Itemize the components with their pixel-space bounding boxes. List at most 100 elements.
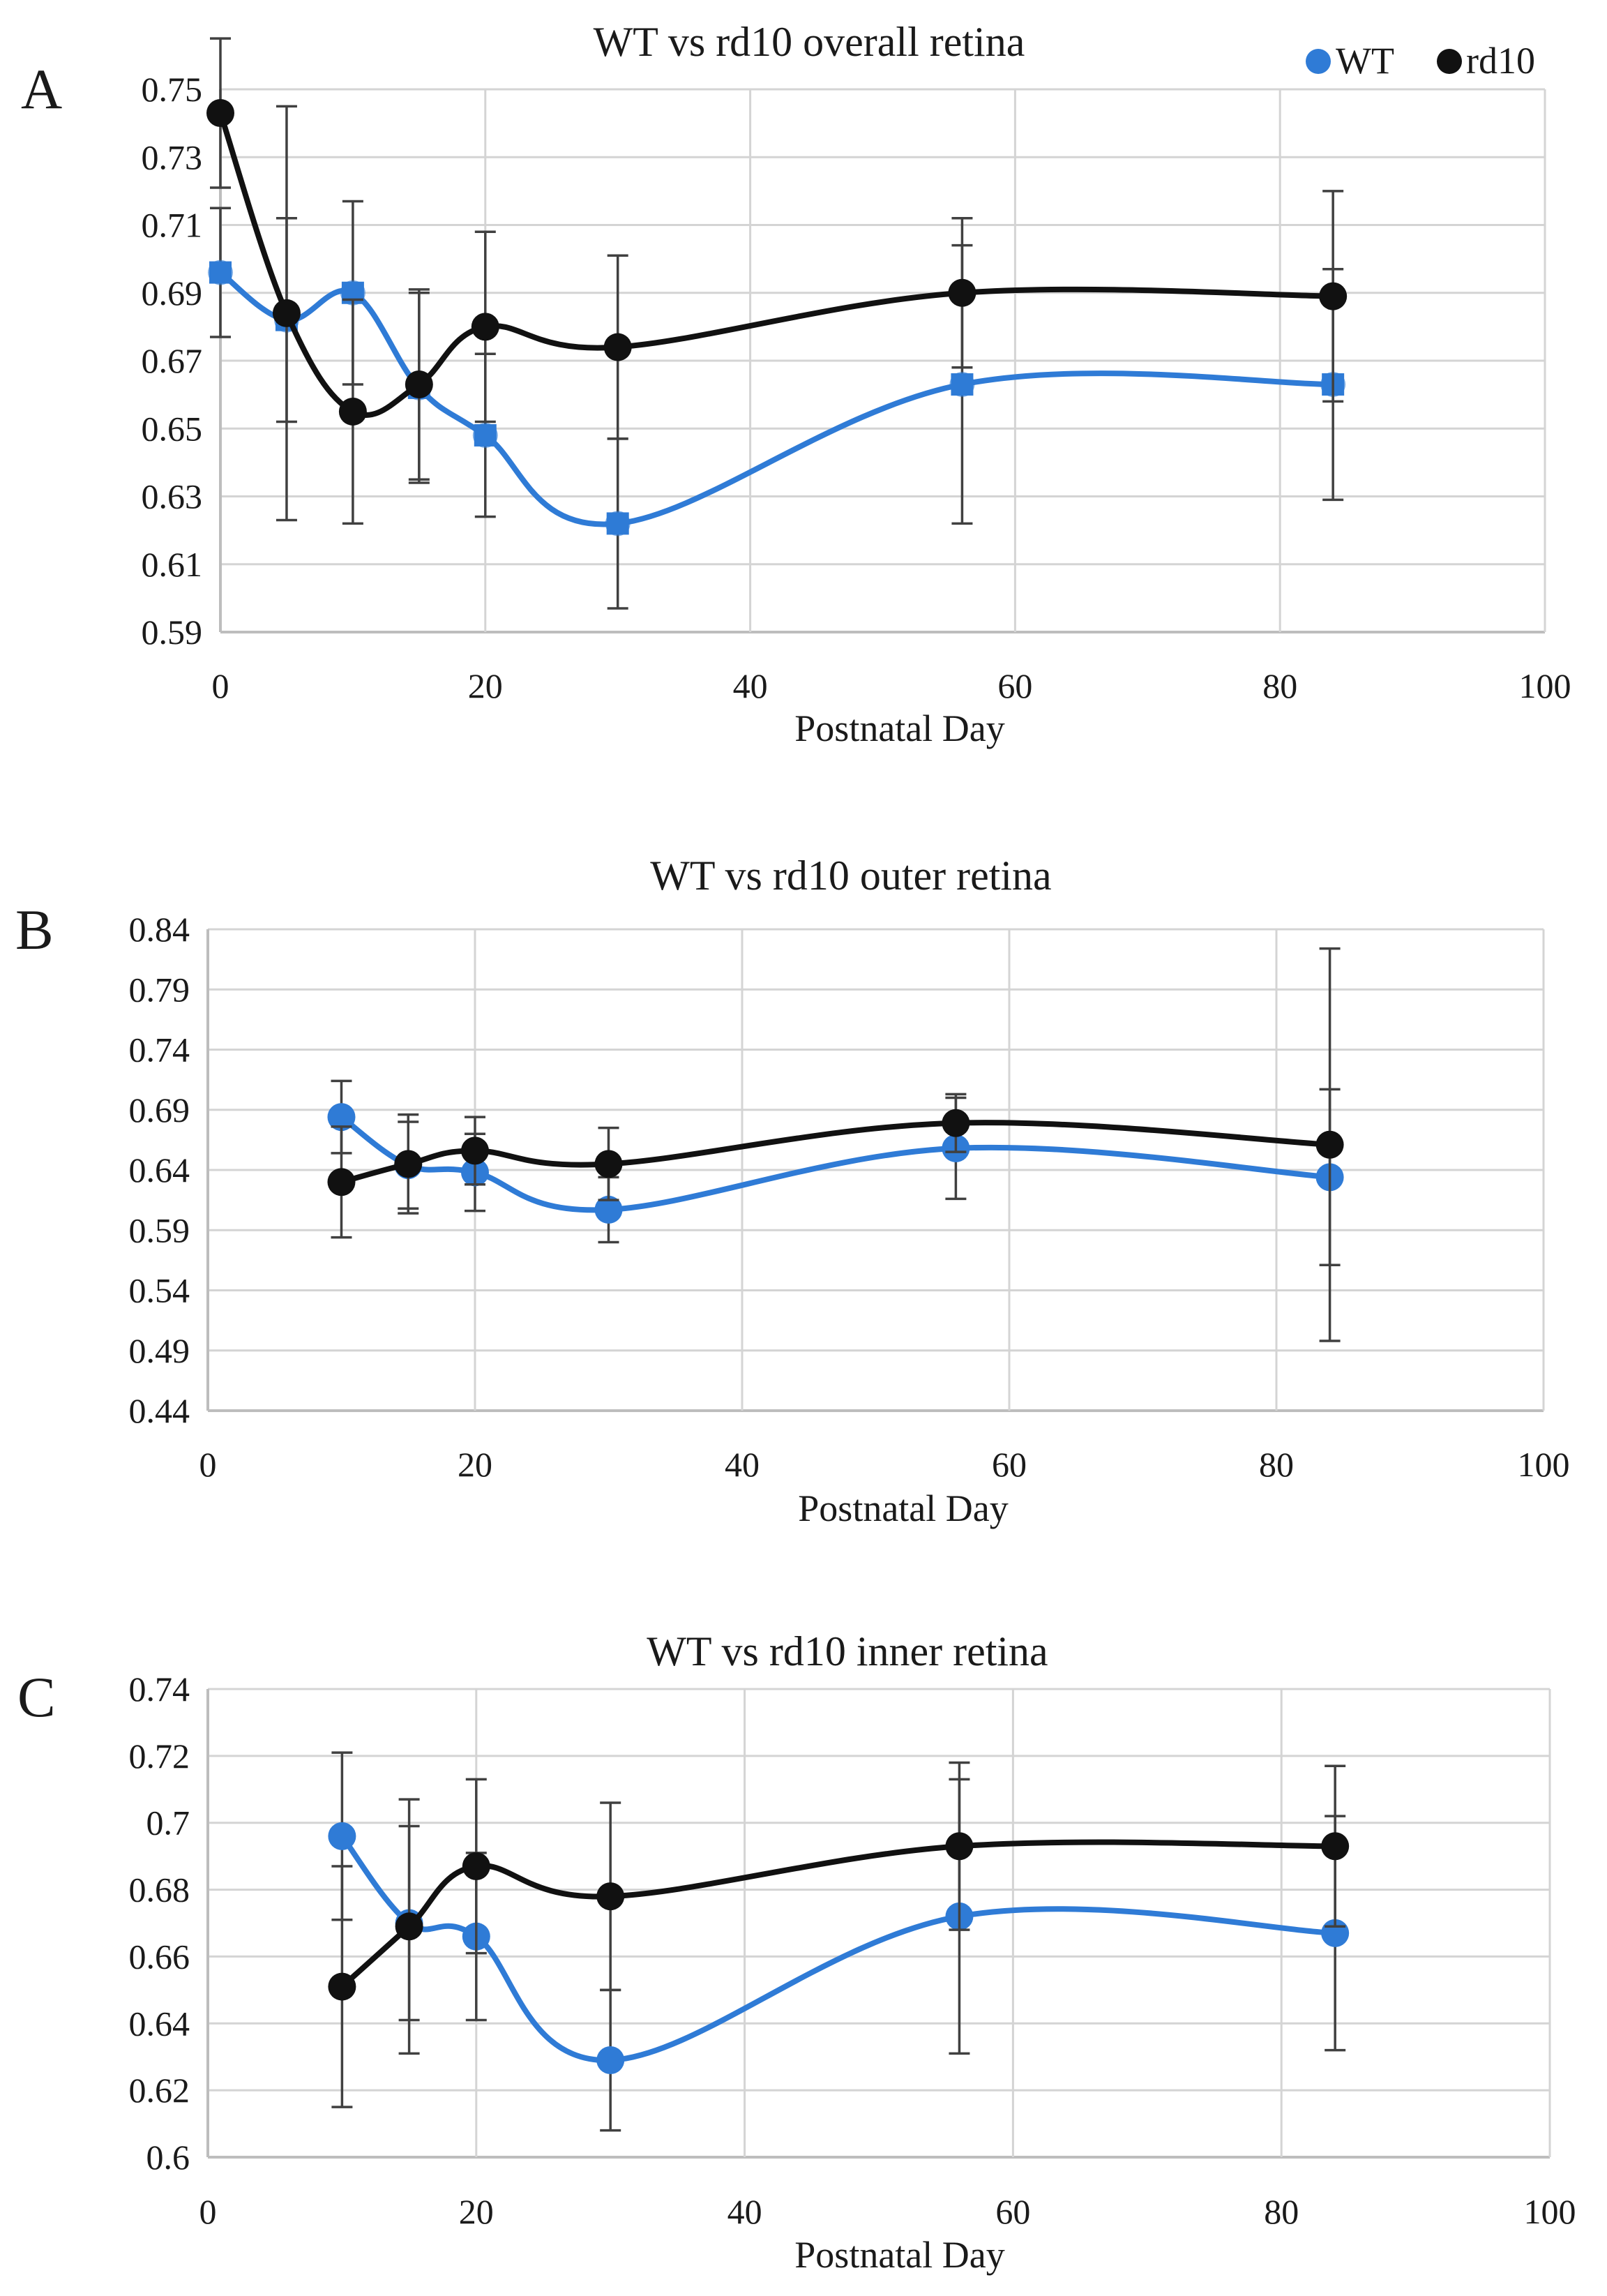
x-tick-label-a: 60 bbox=[997, 666, 1032, 705]
series-rd10-c bbox=[328, 1761, 1350, 2108]
series-rd10-a bbox=[206, 37, 1348, 525]
data-point-rd10-c bbox=[395, 1912, 423, 1941]
series-wt-a bbox=[208, 200, 1346, 610]
x-axis-label-c: Postnatal Day bbox=[794, 2234, 1004, 2276]
data-point-rd10-b bbox=[327, 1168, 356, 1196]
data-point-rd10-a bbox=[948, 278, 976, 307]
x-tick-label-b: 40 bbox=[725, 1445, 760, 1484]
series-line-wt-a bbox=[218, 269, 1336, 527]
y-tick-label-b: 0.69 bbox=[129, 1090, 190, 1130]
y-tick-label-b: 0.54 bbox=[129, 1271, 190, 1310]
y-tick-label-a: 0.73 bbox=[142, 137, 203, 177]
legend-marker-wt bbox=[1306, 49, 1331, 74]
y-tick-label-a: 0.75 bbox=[142, 70, 203, 109]
data-point-rd10-a bbox=[206, 99, 234, 128]
y-tick-label-b: 0.59 bbox=[129, 1210, 190, 1250]
y-tick-label-c: 0.7 bbox=[146, 1803, 190, 1843]
data-point-rd10-c bbox=[328, 1972, 356, 2001]
chart-title-a: WT vs rd10 overall retina bbox=[594, 19, 1025, 65]
data-point-halo-wt-a bbox=[472, 422, 498, 448]
panel-c: C WT vs rd10 inner retina 0.6 0.62 0.64 0.6… bbox=[17, 1628, 1576, 2276]
y-tick-label-b: 0.44 bbox=[129, 1391, 190, 1430]
panel-b: B WT vs rd10 outer retina 0.44 0.49 0.54 0.… bbox=[15, 853, 1570, 1529]
x-tick-label-c: 60 bbox=[995, 2192, 1030, 2231]
legend-label-rd10: rd10 bbox=[1466, 40, 1535, 82]
x-tick-label-b: 20 bbox=[458, 1445, 492, 1484]
data-point-rd10-b bbox=[942, 1109, 970, 1137]
data-point-halo-wt-a bbox=[208, 260, 233, 285]
data-point-rd10-c bbox=[1321, 1832, 1350, 1861]
x-tick-label-c: 0 bbox=[199, 2192, 217, 2231]
y-tick-label-b: 0.49 bbox=[129, 1331, 190, 1370]
y-tick-label-b: 0.79 bbox=[129, 970, 190, 1009]
data-point-rd10-a bbox=[1319, 282, 1348, 310]
x-tick-label-c: 40 bbox=[727, 2192, 762, 2231]
y-tick-label-c: 0.68 bbox=[129, 1870, 190, 1909]
data-point-rd10-b bbox=[461, 1136, 489, 1165]
x-tick-label-a: 80 bbox=[1262, 666, 1297, 705]
x-axis-label-b: Postnatal Day bbox=[798, 1487, 1008, 1529]
y-tick-label-c: 0.72 bbox=[129, 1736, 190, 1776]
data-point-rd10-c bbox=[596, 1882, 625, 1911]
panel-letter-c: C bbox=[17, 1665, 56, 1729]
y-tick-label-c: 0.74 bbox=[129, 1670, 190, 1709]
chart-title-b: WT vs rd10 outer retina bbox=[650, 853, 1051, 899]
data-point-halo-wt-a bbox=[605, 511, 631, 537]
panel-a: A WT vs rd10 overall retina 0.59 0.61 0.63… bbox=[21, 19, 1571, 749]
legend: WT rd10 bbox=[1306, 40, 1535, 82]
y-tick-label-b: 0.74 bbox=[129, 1030, 190, 1070]
y-tick-label-c: 0.62 bbox=[129, 2071, 190, 2110]
legend-marker-rd10 bbox=[1437, 49, 1462, 74]
data-point-wt-c bbox=[596, 2046, 625, 2075]
legend-label-wt: WT bbox=[1336, 40, 1394, 82]
y-tick-label-c: 0.66 bbox=[129, 1937, 190, 1976]
x-tick-label-c: 100 bbox=[1524, 2192, 1576, 2231]
x-tick-label-b: 100 bbox=[1518, 1445, 1570, 1484]
series-line-rd10-a bbox=[218, 110, 1336, 418]
panel-letter-a: A bbox=[21, 57, 62, 121]
data-point-rd10-b bbox=[594, 1150, 623, 1178]
series-line-rd10-b bbox=[338, 1120, 1333, 1185]
x-tick-label-a: 20 bbox=[468, 666, 503, 705]
data-point-rd10-b bbox=[394, 1150, 423, 1178]
series-wt-b bbox=[327, 1079, 1344, 1267]
y-tick-label-c: 0.6 bbox=[146, 2138, 190, 2177]
y-tick-label-b: 0.64 bbox=[129, 1150, 190, 1190]
y-tick-label-a: 0.69 bbox=[142, 273, 203, 313]
chart-title-c: WT vs rd10 inner retina bbox=[647, 1628, 1048, 1674]
y-tick-label-c: 0.64 bbox=[129, 2004, 190, 2043]
y-tick-label-a: 0.65 bbox=[142, 409, 203, 448]
data-point-halo-wt-a bbox=[949, 372, 975, 398]
series-line-wt-c bbox=[339, 1833, 1338, 2064]
y-tick-label-a: 0.61 bbox=[142, 545, 203, 584]
data-point-rd10-c bbox=[462, 1852, 490, 1881]
x-tick-label-b: 60 bbox=[992, 1445, 1027, 1484]
data-point-wt-b bbox=[594, 1195, 623, 1224]
data-point-rd10-a bbox=[471, 313, 499, 341]
y-tick-label-a: 0.71 bbox=[142, 206, 203, 245]
series-wt-c bbox=[328, 1751, 1350, 2132]
data-point-rd10-c bbox=[945, 1832, 974, 1861]
x-axis-label-a: Postnatal Day bbox=[794, 707, 1004, 749]
data-point-rd10-a bbox=[272, 299, 301, 327]
x-tick-label-b: 0 bbox=[199, 1445, 217, 1484]
data-point-rd10-a bbox=[338, 397, 367, 426]
x-tick-label-a: 40 bbox=[733, 666, 768, 705]
data-point-rd10-b bbox=[1315, 1130, 1344, 1159]
y-tick-label-a: 0.67 bbox=[142, 341, 203, 380]
x-tick-label-a: 0 bbox=[212, 666, 229, 705]
x-tick-label-c: 20 bbox=[459, 2192, 494, 2231]
x-tick-label-c: 80 bbox=[1264, 2192, 1299, 2231]
y-tick-label-a: 0.63 bbox=[142, 477, 203, 516]
y-tick-label-b: 0.84 bbox=[129, 910, 190, 949]
data-point-wt-b bbox=[327, 1103, 356, 1132]
panel-letter-b: B bbox=[15, 898, 54, 961]
data-point-rd10-a bbox=[405, 370, 433, 399]
series-rd10-b bbox=[327, 947, 1344, 1342]
data-point-wt-c bbox=[328, 1822, 356, 1850]
data-point-rd10-a bbox=[603, 333, 632, 361]
x-tick-label-a: 100 bbox=[1519, 666, 1571, 705]
y-tick-label-a: 0.59 bbox=[142, 613, 203, 652]
x-tick-label-b: 80 bbox=[1259, 1445, 1294, 1484]
